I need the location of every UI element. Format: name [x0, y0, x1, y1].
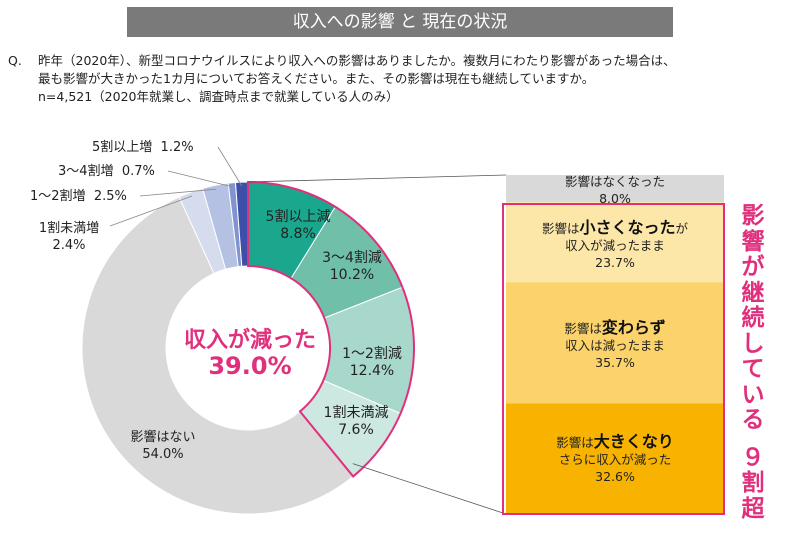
label-increase-50: 5割以上増 1.2% [92, 140, 194, 155]
center-label-value: 39.0% [208, 352, 292, 380]
leader-line-8 [167, 170, 233, 188]
donut-slice-5 [81, 196, 354, 515]
leader-line-6 [109, 195, 193, 227]
label-no-effect: 影響はない 54.0% [130, 430, 196, 462]
label-decrease-30: 3～4割減 10.2% [322, 250, 382, 283]
label-increase-10: 1～2割増 2.5% [30, 189, 127, 204]
question-prefix: Q. [8, 53, 22, 68]
label-decrease-under10: 1割未満減 7.6% [323, 405, 389, 438]
leader-line-7 [139, 188, 217, 197]
label-decrease-10: 1～2割減 12.4% [342, 346, 402, 379]
page-title: 収入への影響 と 現在の状況 [127, 7, 673, 37]
decreased-outline [247, 180, 415, 478]
label-decrease-50: 5割以上減 8.8% [265, 209, 331, 242]
bar-segment-bigger: 影響は大きくなり さらに収入が減った 32.6% [556, 432, 674, 484]
bar-rect-4 [506, 403, 724, 514]
bar-segment-same: 影響は変わらず 収入は減ったまま 35.7% [564, 317, 666, 370]
label-increase-under10: 1割未満増 2.4% [38, 221, 100, 253]
question-line-2: 最も影響が大きかった1カ月についてお答えください。また、その影響は現在も継続して… [38, 71, 595, 86]
connector-top [247, 174, 507, 183]
question-line-3: n=4,521（2020年就業し、調査時点まで就業している人のみ） [38, 89, 399, 104]
bar-segment-smaller: 影響は小さくなったが 収入が減ったまま 23.7% [541, 218, 689, 270]
label-increase-30: 3～4割増 0.7% [58, 164, 155, 179]
center-label-title: 収入が減った [183, 328, 316, 353]
bar-rect-3 [506, 282, 724, 404]
leader-line-9 [217, 146, 243, 187]
bar-segment-gone: 影響はなくなった 8.0% [564, 174, 666, 206]
bar-rect-2 [506, 202, 724, 283]
connector-bottom [352, 463, 507, 515]
bar-rect-1 [506, 175, 724, 203]
question-line-1: 昨年（2020年）、新型コロナウイルスにより収入への影響はありましたか。複数月に… [38, 53, 676, 68]
